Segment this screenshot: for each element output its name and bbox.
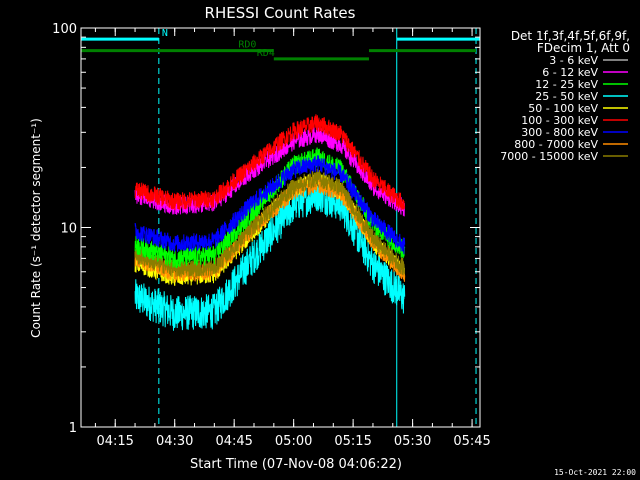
- series-line-2: [134, 147, 406, 269]
- legend-label-4: 50 - 100 keV: [528, 102, 598, 115]
- legend-label-8: 7000 - 15000 keV: [500, 150, 598, 163]
- series-line-6: [134, 155, 406, 255]
- chart-title: RHESSI Count Rates: [205, 4, 356, 22]
- legend-label-2: 12 - 25 keV: [535, 78, 598, 91]
- x-tick-label-3: 05:00: [275, 434, 312, 449]
- x-tick-label-2: 04:45: [215, 434, 252, 449]
- x-tick-label-4: 05:15: [334, 434, 371, 449]
- legend-header-line-1: Det 1f,3f,4f,5f,6f,9f,: [511, 29, 630, 43]
- legend-label-5: 100 - 300 keV: [521, 114, 598, 127]
- footer-timestamp: 15-Oct-2021 22:00: [554, 468, 636, 477]
- y-tick-label-2: 100: [52, 22, 77, 37]
- annotation-label-rd0: RD0: [238, 40, 256, 51]
- x-tick-label-5: 05:30: [394, 434, 431, 449]
- legend-label-6: 300 - 800 keV: [521, 126, 598, 139]
- legend-label-3: 25 - 50 keV: [535, 90, 598, 103]
- legend-label-7: 800 - 7000 keV: [514, 138, 598, 151]
- x-tick-label-6: 05:45: [453, 434, 490, 449]
- legend-header-line-2: FDecim 1, Att 0: [537, 41, 630, 55]
- annotation-label-rd4: RD4: [257, 48, 275, 59]
- x-tick-label-0: 04:15: [96, 434, 133, 449]
- legend-label-1: 6 - 12 keV: [542, 66, 598, 79]
- legend-label-0: 3 - 6 keV: [549, 54, 598, 67]
- x-tick-label-1: 04:30: [156, 434, 193, 449]
- series-line-3: [134, 178, 406, 331]
- series-line-5: [134, 114, 406, 211]
- y-axis-label: Count Rate (s⁻¹ detector segment⁻¹): [29, 118, 43, 338]
- y-tick-label-0: 1: [69, 421, 77, 436]
- annotation-label-n: N: [162, 28, 168, 39]
- x-axis-label: Start Time (07-Nov-08 04:06:22): [190, 457, 402, 472]
- y-tick-label-1: 10: [60, 222, 77, 237]
